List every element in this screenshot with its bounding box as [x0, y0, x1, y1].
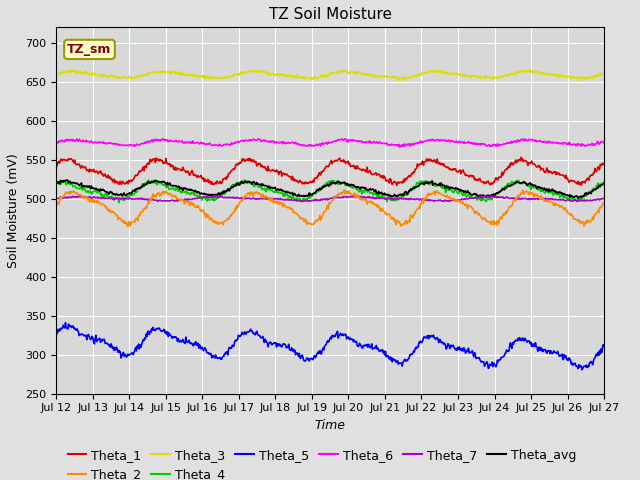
Line: Theta_1: Theta_1: [56, 157, 604, 185]
Theta_2: [175, 197, 183, 203]
Theta_3: [52, 70, 60, 76]
Text: TZ_sm: TZ_sm: [67, 43, 111, 56]
Theta_5: [61, 320, 69, 325]
Theta_1: [413, 161, 421, 167]
Theta_7: [204, 194, 211, 200]
Theta_avg: [413, 184, 421, 190]
Theta_1: [119, 179, 127, 184]
X-axis label: Time: Time: [315, 419, 346, 432]
Theta_avg: [397, 192, 405, 198]
Theta_5: [120, 349, 127, 355]
Legend: Theta_1, Theta_2, Theta_3, Theta_4, Theta_5, Theta_6, Theta_7, Theta_avg: Theta_1, Theta_2, Theta_3, Theta_4, Thet…: [63, 444, 581, 480]
Theta_6: [159, 136, 167, 142]
Theta_2: [340, 187, 348, 192]
Theta_5: [600, 344, 608, 349]
Theta_5: [204, 350, 212, 356]
Theta_1: [204, 178, 211, 184]
Theta_3: [70, 67, 77, 72]
Theta_avg: [63, 177, 71, 183]
Theta_1: [52, 164, 60, 170]
Theta_7: [174, 198, 182, 204]
Line: Theta_avg: Theta_avg: [56, 180, 604, 198]
Theta_avg: [52, 179, 60, 184]
Theta_7: [600, 195, 608, 201]
Theta_6: [52, 141, 60, 146]
Theta_6: [600, 139, 608, 145]
Theta_5: [52, 332, 60, 337]
Theta_6: [204, 142, 212, 147]
Theta_7: [63, 195, 70, 201]
Theta_3: [414, 72, 422, 77]
Theta_3: [204, 74, 212, 80]
Theta_3: [63, 69, 70, 75]
Theta_6: [63, 138, 70, 144]
Theta_4: [600, 180, 608, 186]
Theta_7: [413, 196, 421, 202]
Theta_7: [397, 196, 405, 202]
Theta_avg: [175, 183, 183, 189]
Theta_2: [52, 202, 60, 208]
Theta_3: [397, 76, 405, 82]
Theta_5: [63, 325, 71, 331]
Theta_1: [174, 166, 182, 172]
Theta_4: [63, 182, 70, 188]
Theta_4: [115, 200, 123, 205]
Theta_7: [52, 196, 60, 202]
Line: Theta_4: Theta_4: [56, 180, 604, 203]
Theta_2: [63, 190, 70, 195]
Theta_avg: [600, 181, 608, 187]
Theta_2: [124, 224, 132, 229]
Theta_3: [175, 70, 183, 76]
Theta_6: [414, 140, 422, 145]
Theta_2: [204, 213, 212, 218]
Theta_1: [63, 157, 70, 163]
Theta_5: [578, 367, 586, 372]
Theta_1: [600, 161, 608, 167]
Theta_6: [119, 143, 127, 148]
Theta_2: [398, 222, 406, 228]
Theta_1: [517, 155, 525, 160]
Theta_4: [52, 179, 60, 185]
Theta_avg: [120, 191, 127, 197]
Line: Theta_5: Theta_5: [56, 323, 604, 370]
Theta_7: [440, 199, 448, 204]
Theta_avg: [204, 192, 212, 198]
Theta_4: [204, 196, 212, 202]
Theta_4: [241, 177, 248, 183]
Theta_4: [175, 185, 183, 191]
Line: Theta_2: Theta_2: [56, 190, 604, 227]
Line: Theta_3: Theta_3: [56, 70, 604, 80]
Theta_7: [351, 193, 359, 199]
Theta_5: [413, 344, 421, 349]
Theta_4: [398, 194, 406, 200]
Y-axis label: Soil Moisture (mV): Soil Moisture (mV): [7, 153, 20, 268]
Theta_avg: [574, 195, 582, 201]
Theta_1: [393, 182, 401, 188]
Theta_6: [175, 138, 183, 144]
Title: TZ Soil Moisture: TZ Soil Moisture: [269, 7, 392, 22]
Theta_6: [398, 142, 406, 148]
Theta_2: [414, 206, 422, 212]
Theta_5: [175, 339, 183, 345]
Theta_7: [119, 195, 127, 201]
Line: Theta_6: Theta_6: [56, 139, 604, 147]
Line: Theta_7: Theta_7: [56, 196, 604, 202]
Theta_4: [414, 180, 422, 186]
Theta_2: [119, 217, 127, 223]
Theta_5: [397, 360, 405, 366]
Theta_6: [396, 144, 404, 150]
Theta_3: [600, 70, 608, 75]
Theta_1: [397, 180, 405, 185]
Theta_3: [120, 74, 127, 80]
Theta_3: [401, 77, 408, 83]
Theta_avg: [63, 178, 70, 183]
Theta_4: [120, 195, 127, 201]
Theta_2: [600, 201, 608, 207]
